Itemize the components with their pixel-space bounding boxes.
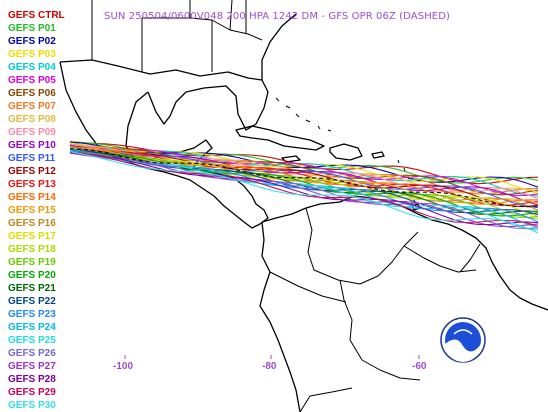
- legend-item: GEFS P25: [8, 335, 56, 346]
- south-america-north: [261, 195, 548, 311]
- member-contour: [69, 151, 539, 234]
- legend-item: GEFS P27: [8, 361, 56, 372]
- puerto-rico: [371, 151, 385, 159]
- member-contour: [69, 152, 539, 228]
- legend-item: GEFS P23: [8, 309, 56, 320]
- lon-ticks: [124, 355, 420, 359]
- legend-item: GEFS P16: [8, 218, 56, 229]
- us-east-coast: [261, 13, 297, 80]
- legend-item: GEFS P12: [8, 166, 56, 177]
- us-coastline: [59, 59, 269, 131]
- legend-item: GEFS P01: [8, 23, 56, 34]
- legend-item: GEFS P02: [8, 36, 56, 47]
- legend-item: GEFS P29: [8, 387, 56, 398]
- ensemble-legend: GEFS CTRL GEFS P01 GEFS P02 GEFS P03 GEFS P0…: [8, 9, 65, 412]
- legend-item: GEFS P22: [8, 296, 56, 307]
- legend-item: GEFS P08: [8, 114, 56, 125]
- legend-item: GEFS P24: [8, 322, 56, 333]
- lon-label-minus-100: -100: [113, 361, 134, 372]
- legend-item: GEFS P10: [8, 140, 56, 151]
- legend-item: GEFS P09: [8, 127, 56, 138]
- legend-item: GEFS P17: [8, 231, 56, 242]
- legend-item: GEFS P26: [8, 348, 56, 359]
- ensemble-spaghetti: [69, 141, 539, 234]
- central-america: [177, 167, 269, 229]
- country-borders-sa: [269, 207, 481, 412]
- bahamas: [275, 97, 332, 132]
- legend-item: GEFS P19: [8, 257, 56, 268]
- south-america-west: [259, 221, 301, 412]
- member-contour: [69, 150, 539, 219]
- lon-label-minus-80: -80: [262, 361, 277, 372]
- legend-item: GEFS P05: [8, 75, 56, 86]
- member-contour: [69, 151, 539, 227]
- member-contour: [69, 151, 539, 226]
- legend-item: GEFS P18: [8, 244, 56, 255]
- us-state-lines: [91, 0, 263, 72]
- legend-item: GEFS P30: [8, 400, 56, 411]
- legend-item: GEFS P04: [8, 62, 56, 73]
- map-title: SUN 250504/0600V048 200 HPA 1242 DM - GF…: [104, 11, 451, 22]
- noaa-logo: [440, 317, 486, 363]
- lon-label-minus-60: -60: [412, 361, 427, 372]
- legend-item: GEFS P07: [8, 101, 56, 112]
- legend-item: GEFS P15: [8, 205, 56, 216]
- legend-item: GEFS P28: [8, 374, 56, 385]
- cuba: [235, 125, 325, 151]
- gfs-operational-contour: [69, 148, 538, 208]
- member-contour: [69, 147, 539, 207]
- legend-item: GEFS P21: [8, 283, 56, 294]
- legend-item: GEFS P11: [8, 153, 56, 164]
- legend-item: GEFS P03: [8, 49, 56, 60]
- legend-item: GEFS P20: [8, 270, 56, 281]
- legend-item: GEFS P13: [8, 179, 56, 190]
- legend-item: GEFS P06: [8, 88, 56, 99]
- legend-item: GEFS P14: [8, 192, 56, 203]
- member-contour: [69, 145, 539, 196]
- legend-item: GEFS CTRL: [8, 10, 65, 21]
- hispaniola: [329, 143, 363, 161]
